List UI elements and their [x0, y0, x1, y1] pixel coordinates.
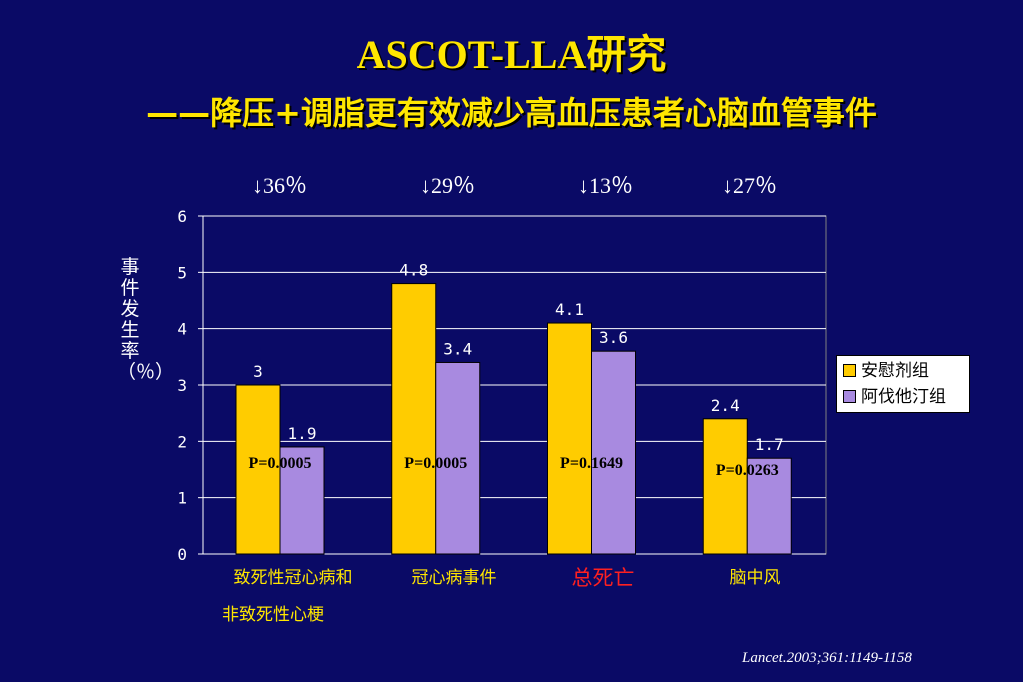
source-citation: Lancet.2003;361:1149-1158 — [742, 650, 912, 666]
p-value-label: P=0.0005 — [249, 455, 312, 472]
data-label: 4.8 — [399, 261, 428, 280]
y-tick-label: 3 — [177, 376, 187, 395]
legend-label: 安慰剂组 — [861, 361, 929, 381]
y-tick-label: 2 — [177, 432, 187, 451]
bar — [391, 283, 437, 555]
reduction-label: ↓29％ — [420, 173, 476, 198]
p-value-label: P=0.1649 — [560, 455, 623, 472]
data-label: 3.4 — [443, 339, 472, 358]
bar — [591, 350, 636, 555]
bar — [702, 418, 748, 555]
reduction-label: ↓27％ — [722, 173, 778, 198]
reduction-label: ↓13％ — [578, 173, 634, 198]
category-label: 致死性冠心病和 — [233, 568, 353, 588]
category-label: 总死亡 — [571, 566, 635, 590]
data-label: 2.4 — [711, 396, 740, 415]
legend-swatch — [843, 390, 856, 403]
bar — [547, 322, 592, 555]
y-tick-label: 5 — [177, 263, 187, 282]
bar — [435, 361, 481, 555]
data-label: 1.9 — [288, 424, 317, 443]
data-label: 3.6 — [599, 328, 628, 347]
legend-swatch — [843, 364, 856, 377]
legend-item-atorvastatin: 阿伐他汀组 — [843, 385, 946, 409]
bar — [746, 457, 792, 555]
data-label: 1.7 — [755, 435, 784, 454]
y-tick-label: 4 — [177, 320, 187, 339]
p-value-label: P=0.0005 — [404, 455, 467, 472]
legend-item-placebo: 安慰剂组 — [843, 359, 929, 383]
y-tick-label: 6 — [177, 207, 187, 226]
reduction-label: ↓36％ — [252, 173, 308, 198]
bar — [279, 446, 325, 555]
y-tick-label: 0 — [177, 545, 187, 564]
y-tick-label: 1 — [177, 489, 187, 508]
category-label: 冠心病事件 — [411, 568, 497, 588]
legend-label: 阿伐他汀组 — [861, 387, 946, 407]
chart-title: ASCOT-LLA研究 — [356, 32, 667, 77]
data-label: 4.1 — [555, 300, 584, 319]
chart-subtitle: ——降压+调脂更有效减少高血压患者心脑血管事件 — [146, 94, 877, 132]
category-label: 脑中风 — [729, 568, 781, 588]
legend: 安慰剂组 阿伐他汀组 — [836, 355, 970, 413]
p-value-label: P=0.0263 — [716, 462, 779, 479]
bar — [235, 384, 281, 555]
category-label-line2: 非致死性心梗 — [222, 605, 324, 625]
data-label: 3 — [253, 362, 263, 381]
